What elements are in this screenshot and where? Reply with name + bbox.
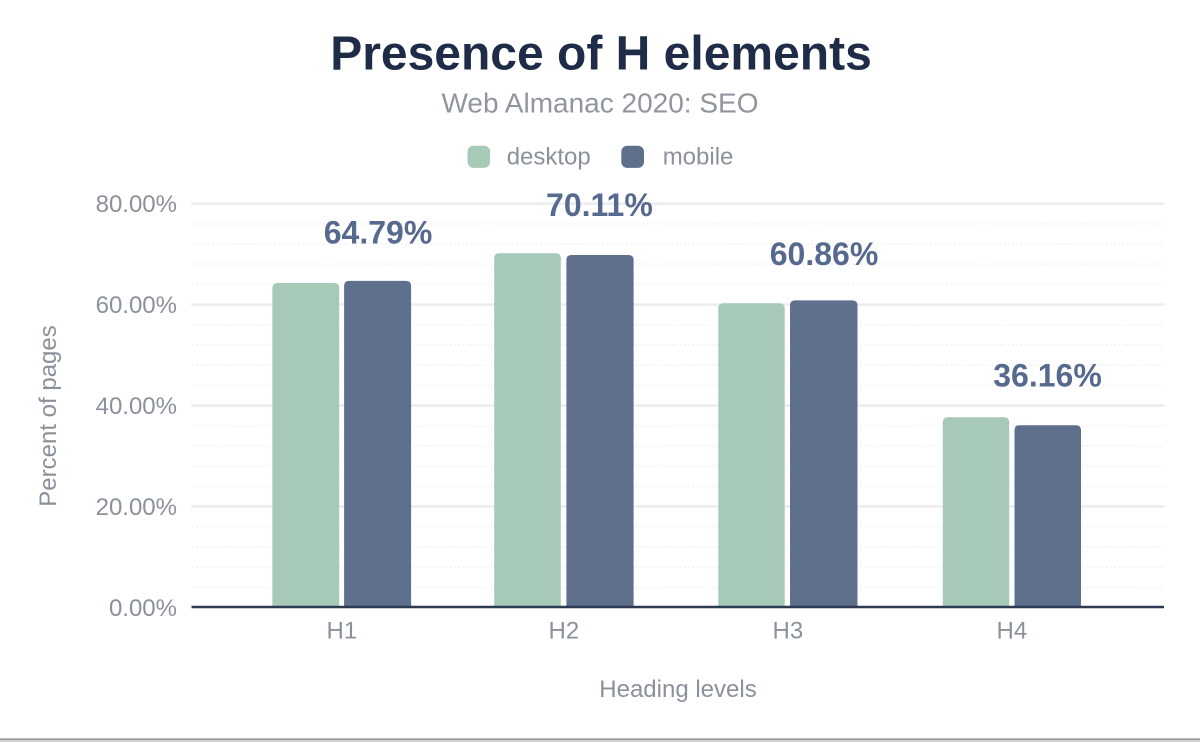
svg-text:H2: H2 (549, 618, 580, 645)
svg-text:Web Almanac 2020: SEO: Web Almanac 2020: SEO (442, 88, 759, 119)
svg-text:0.00%: 0.00% (109, 595, 177, 622)
svg-text:H3: H3 (773, 618, 804, 645)
svg-text:Percent of pages: Percent of pages (35, 325, 62, 506)
svg-text:60.00%: 60.00% (96, 292, 177, 319)
svg-text:20.00%: 20.00% (96, 494, 177, 521)
svg-text:80.00%: 80.00% (96, 191, 177, 218)
svg-text:H4: H4 (997, 618, 1028, 645)
svg-text:mobile: mobile (663, 144, 734, 171)
svg-text:H1: H1 (327, 618, 358, 645)
svg-text:desktop: desktop (507, 144, 591, 171)
svg-text:64.79%: 64.79% (324, 215, 433, 251)
svg-text:Presence of H elements: Presence of H elements (330, 28, 872, 81)
svg-text:60.86%: 60.86% (770, 236, 879, 272)
svg-text:70.11%: 70.11% (546, 187, 653, 223)
svg-text:40.00%: 40.00% (96, 393, 177, 420)
svg-text:36.16%: 36.16% (993, 358, 1102, 394)
svg-text:Heading levels: Heading levels (599, 676, 756, 703)
